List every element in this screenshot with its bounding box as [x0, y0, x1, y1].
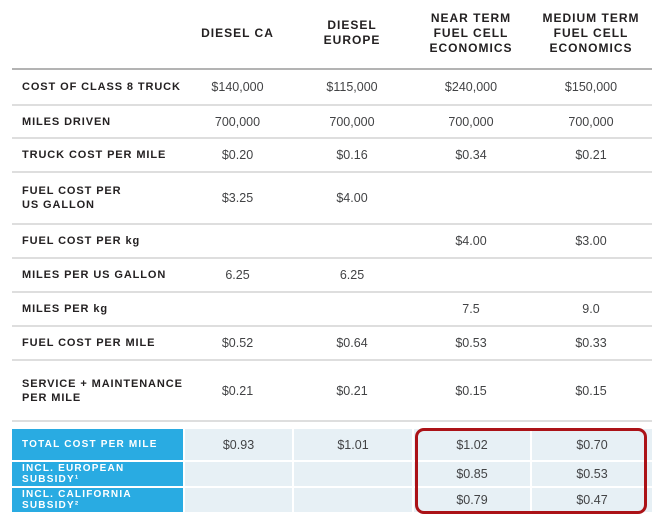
- table-row-fuel-cost-per-us-gallon: FUEL COST PER US GALLON $3.25 $4.00: [12, 173, 652, 225]
- cell-value: $3.00: [575, 234, 607, 248]
- cell-value: 700,000: [329, 114, 375, 129]
- table-header-row: DIESEL CA DIESEL EUROPE NEAR TERM FUEL C…: [12, 0, 652, 70]
- cell-value: $0.33: [575, 336, 607, 350]
- cell-value: [412, 259, 530, 291]
- cell-value: $0.20: [221, 148, 254, 162]
- cell-value: $1.02: [412, 429, 530, 460]
- cell-value: 700,000: [448, 114, 494, 129]
- cell-value: $0.93: [183, 429, 292, 460]
- table-row-fuel-cost-per-mile: FUEL COST PER MILE $0.52 $0.64 $0.53 $0.…: [12, 327, 652, 361]
- table-row-miles-per-kg: MILES PER kg 7.5 9.0: [12, 293, 652, 327]
- highlight-section: TOTAL COST PER MILE $0.93 $1.01 $1.02 $0…: [12, 429, 652, 512]
- cell-value: [183, 293, 292, 325]
- row-label: MILES PER US GALLON: [22, 269, 167, 281]
- cell-value: 9.0: [582, 302, 600, 316]
- table-row-truck-cost-per-mile: TRUCK COST PER MILE $0.20 $0.16 $0.34 $0…: [12, 139, 652, 173]
- column-header-diesel-europe: DIESEL EUROPE: [323, 18, 381, 47]
- cell-value: [183, 462, 292, 486]
- row-label: COST OF CLASS 8 TRUCK: [22, 81, 181, 93]
- cell-value: $0.53: [455, 336, 487, 350]
- cell-value: [530, 173, 652, 223]
- cell-value: $140,000: [211, 80, 264, 94]
- cell-value: [183, 225, 292, 257]
- cell-value: $0.47: [530, 488, 652, 512]
- cell-value: [530, 259, 652, 291]
- row-label: TRUCK COST PER MILE: [22, 149, 167, 161]
- highlight-row-total-cost-per-mile: TOTAL COST PER MILE $0.93 $1.01 $1.02 $0…: [12, 429, 652, 460]
- cell-value: 6.25: [225, 268, 250, 282]
- cell-value: [292, 488, 412, 512]
- row-label: FUEL COST PER kg: [22, 235, 141, 247]
- cell-value: $0.21: [336, 383, 368, 398]
- table-row-miles-driven: MILES DRIVEN 700,000 700,000 700,000 700…: [12, 106, 652, 139]
- cell-value: $0.85: [412, 462, 530, 486]
- cell-value: $4.00: [455, 234, 487, 248]
- cell-value: $0.21: [575, 148, 607, 162]
- cell-value: $0.52: [221, 336, 254, 350]
- cell-value: $0.34: [455, 148, 487, 162]
- cell-value: $0.15: [575, 383, 607, 398]
- table-row-miles-per-us-gallon: MILES PER US GALLON 6.25 6.25: [12, 259, 652, 293]
- cell-value: $0.70: [530, 429, 652, 460]
- cell-value: 700,000: [568, 114, 614, 129]
- cell-value: 700,000: [214, 114, 261, 129]
- cell-value: $4.00: [336, 191, 368, 205]
- cell-value: [183, 488, 292, 512]
- cell-value: $150,000: [564, 80, 618, 94]
- cell-value: $0.21: [221, 383, 254, 398]
- cell-value: 6.25: [339, 268, 365, 282]
- row-label: MILES DRIVEN: [22, 115, 112, 128]
- cell-value: $115,000: [326, 80, 378, 94]
- row-label: INCL. EUROPEAN SUBSIDY¹: [12, 462, 183, 486]
- column-header-diesel-ca: DIESEL CA: [201, 25, 274, 40]
- cell-value: $0.53: [530, 462, 652, 486]
- cell-value: [292, 225, 412, 257]
- row-label: FUEL COST PER US GALLON: [22, 185, 122, 211]
- row-label: SERVICE + MAINTENANCE PER MILE: [22, 377, 183, 404]
- highlight-row-european-subsidy: INCL. EUROPEAN SUBSIDY¹ $0.85 $0.53: [12, 462, 652, 486]
- row-label: TOTAL COST PER MILE: [12, 429, 183, 460]
- highlight-row-california-subsidy: INCL. CALIFORNIA SUBSIDY² $0.79 $0.47: [12, 488, 652, 512]
- cell-value: $1.01: [292, 429, 412, 460]
- row-label: MILES PER kg: [22, 303, 108, 315]
- row-label: INCL. CALIFORNIA SUBSIDY²: [12, 488, 183, 512]
- cell-value: 7.5: [462, 302, 480, 316]
- cell-value: [412, 173, 530, 223]
- cell-value: [292, 293, 412, 325]
- header-spacer: [12, 0, 183, 68]
- cell-value: $240,000: [444, 80, 498, 94]
- row-label: FUEL COST PER MILE: [22, 337, 156, 349]
- cell-value: $3.25: [221, 191, 254, 205]
- table-row-fuel-cost-per-kg: FUEL COST PER kg $4.00 $3.00: [12, 225, 652, 259]
- cell-value: [292, 462, 412, 486]
- table-row-cost-of-truck: COST OF CLASS 8 TRUCK $140,000 $115,000 …: [12, 70, 652, 106]
- table-row-service-maintenance-per-mile: SERVICE + MAINTENANCE PER MILE $0.21 $0.…: [12, 361, 652, 422]
- cell-value: $0.64: [336, 336, 368, 350]
- cell-value: $0.79: [412, 488, 530, 512]
- cell-value: $0.16: [336, 148, 368, 162]
- column-header-near-term-fuel-cell: NEAR TERM FUEL CELL ECONOMICS: [429, 10, 513, 55]
- cost-comparison-table: DIESEL CA DIESEL EUROPE NEAR TERM FUEL C…: [12, 0, 652, 512]
- column-header-medium-term-fuel-cell: MEDIUM TERM FUEL CELL ECONOMICS: [542, 10, 640, 55]
- cell-value: $0.15: [455, 383, 487, 398]
